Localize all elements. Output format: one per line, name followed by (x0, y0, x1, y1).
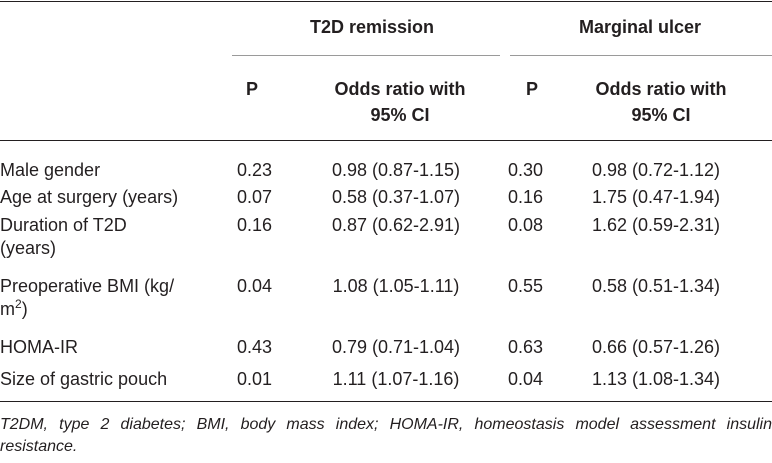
row-label: HOMA-IR (0, 337, 78, 357)
group-underline-1 (232, 55, 500, 56)
odds-ratio-ulcer: 1.13 (1.08-1.34) (591, 369, 721, 389)
row-label-line2: m2) (0, 298, 230, 321)
odds-ratio-ulcer: 0.98 (0.72-1.12) (591, 160, 721, 180)
odds-ratio-ulcer: 0.66 (0.57-1.26) (591, 337, 721, 357)
row-label-line1: Preoperative BMI (kg/ (0, 276, 175, 296)
row-label-line1: Duration of T2D (0, 215, 127, 235)
col-header-p-2: P (525, 79, 538, 99)
table-footnote: T2DM, type 2 diabetes; BMI, body mass in… (0, 416, 772, 455)
p-value-ulcer: 0.08 (508, 215, 544, 235)
col-header-p-1: P (245, 79, 258, 99)
bottom-rule (0, 401, 772, 402)
group-underline-2 (510, 55, 772, 56)
p-value-t2d: 0.43 (237, 337, 273, 357)
unit-base: m (0, 299, 15, 319)
odds-ratio-ulcer: 1.62 (0.59-2.31) (591, 215, 721, 235)
row-label: Preoperative BMI (kg/ m2) (0, 275, 230, 321)
p-value-ulcer: 0.30 (508, 160, 544, 180)
odds-ratio-t2d: 0.58 (0.37-1.07) (331, 187, 461, 207)
odds-ratio-line2: 95% CI (631, 105, 691, 125)
row-label: Male gender (0, 160, 101, 180)
odds-ratio-line1: Odds ratio with (334, 79, 466, 99)
p-value-ulcer: 0.04 (508, 369, 544, 389)
p-value-t2d: 0.01 (237, 369, 273, 389)
odds-ratio-line1: Odds ratio with (595, 79, 727, 99)
row-label: Size of gastric pouch (0, 369, 168, 389)
row-label-line2: (years) (0, 238, 57, 258)
odds-ratio-t2d: 0.79 (0.71-1.04) (331, 337, 461, 357)
p-value-ulcer: 0.63 (508, 337, 544, 357)
odds-ratio-t2d: 0.87 (0.62-2.91) (331, 215, 461, 235)
group-header-marginal-ulcer: Marginal ulcer (578, 17, 702, 37)
p-value-t2d: 0.07 (237, 187, 273, 207)
unit-tail: ) (21, 299, 28, 319)
p-value-t2d: 0.23 (237, 160, 273, 180)
odds-ratio-t2d: 1.08 (1.05-1.11) (332, 276, 460, 296)
unit-exponent: 2 (15, 297, 22, 311)
odds-ratio-t2d: 1.11 (1.07-1.16) (332, 369, 460, 389)
row-label: Age at surgery (years) (0, 187, 179, 207)
top-rule (0, 1, 772, 2)
col-header-odds-ratio-2: Odds ratio with 95% CI (550, 76, 772, 128)
p-value-ulcer: 0.55 (508, 276, 544, 296)
p-value-ulcer: 0.16 (508, 187, 544, 207)
odds-ratio-line2: 95% CI (370, 105, 430, 125)
header-rule (0, 140, 772, 141)
odds-ratio-t2d: 0.98 (0.87-1.15) (331, 160, 461, 180)
p-value-t2d: 0.04 (237, 276, 273, 296)
group-header-t2d-remission: T2D remission (309, 17, 435, 37)
col-header-odds-ratio-1: Odds ratio with 95% CI (290, 76, 510, 128)
row-label: Duration of T2D (years) (0, 214, 230, 260)
odds-ratio-ulcer: 1.75 (0.47-1.94) (591, 187, 721, 207)
odds-ratio-ulcer: 0.58 (0.51-1.34) (591, 276, 721, 296)
p-value-t2d: 0.16 (237, 215, 273, 235)
